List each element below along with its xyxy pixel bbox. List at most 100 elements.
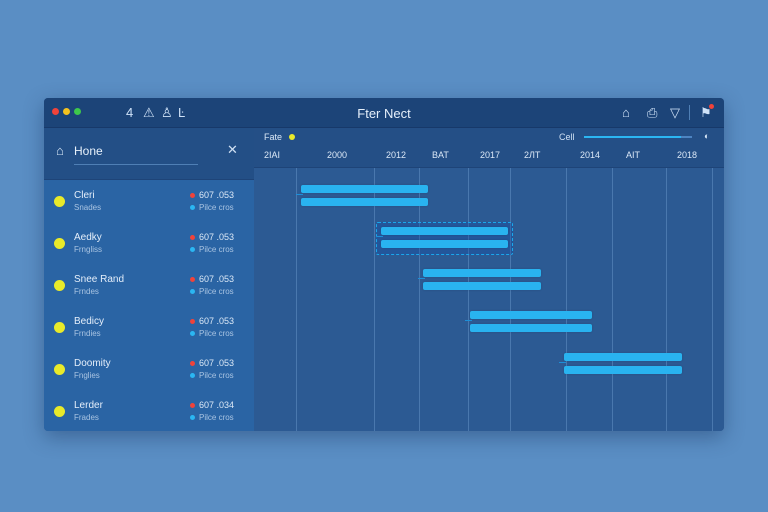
user-icon[interactable]: ♙ <box>161 105 173 120</box>
item-meta-value: 607 .053 <box>199 190 235 200</box>
item-meta-text: Pilce cros <box>199 287 234 296</box>
item-meta-value: 607 .053 <box>199 316 235 326</box>
timeline-tick-label: 2ЛТ <box>524 150 541 160</box>
item-meta-value: 607 .053 <box>199 358 235 368</box>
meta-blue-dot <box>190 373 195 379</box>
dependency-connector <box>296 194 303 195</box>
item-meta-primary: 607 .053 <box>190 316 234 326</box>
zoom-slider[interactable] <box>584 136 692 138</box>
item-meta-value: 607 .034 <box>199 400 235 410</box>
gantt-chart: Fate Cell ◐ 2IAI 2000 2012 BAT 2017 2ЛТ 2014 AI… <box>254 128 724 431</box>
meta-red-dot <box>190 361 195 367</box>
timeline-tick-label: 2012 <box>386 150 407 160</box>
filter-icon[interactable]: ▽ <box>670 105 680 120</box>
status-dot <box>54 364 65 375</box>
status-dot <box>54 280 65 291</box>
home-label[interactable]: Hone <box>74 144 103 158</box>
list-item[interactable]: Aedky Frngliss 607 .053 Pilce cros <box>44 222 254 264</box>
dependency-connector <box>465 320 472 321</box>
task-progress-bar[interactable] <box>470 324 592 332</box>
task-progress-bar[interactable] <box>381 240 508 248</box>
status-dot <box>54 238 65 249</box>
legend-label: Fate <box>264 132 283 142</box>
meta-red-dot <box>190 319 195 325</box>
item-meta-primary: 607 .034 <box>190 400 234 410</box>
item-subtitle: Frndies <box>74 329 101 338</box>
print-icon[interactable]: ⎙ <box>647 105 658 120</box>
item-name: Lerder <box>74 400 103 411</box>
list-item[interactable]: Doomity Fnglies 607 .053 Pilce cros <box>44 348 254 390</box>
zoom-label: Cell <box>559 132 575 142</box>
task-bar[interactable] <box>381 227 508 235</box>
item-subtitle: Frades <box>74 413 99 422</box>
notification-badge <box>709 104 714 109</box>
item-meta-secondary: Pilce cros <box>190 329 234 338</box>
grid-line <box>510 168 511 431</box>
meta-red-dot <box>190 403 195 409</box>
item-meta-secondary: Pilce cros <box>190 203 234 212</box>
task-list: Cleri Snades 607 .053 Pilce cros Aedky Frngli… <box>44 180 254 431</box>
meta-blue-dot <box>190 415 195 421</box>
chart-header: Fate Cell ◐ 2IAI 2000 2012 BAT 2017 2ЛТ 2014 AI… <box>254 128 724 168</box>
home-icon[interactable]: ⌂ <box>622 105 630 120</box>
item-subtitle: Fnglies <box>74 371 100 380</box>
item-meta-secondary: Pilce cros <box>190 371 234 380</box>
task-progress-bar[interactable] <box>564 366 682 374</box>
grid-line <box>296 168 297 431</box>
list-item[interactable]: Bedicy Frndies 607 .053 Pilce cros <box>44 306 254 348</box>
zoom-slider-fill <box>584 136 682 138</box>
close-icon[interactable]: ✕ <box>227 142 238 157</box>
minimize-window-button[interactable] <box>63 108 70 115</box>
close-window-button[interactable] <box>52 108 59 115</box>
list-item[interactable]: Lerder Frades 607 .034 Pilce cros <box>44 390 254 431</box>
item-subtitle: Snades <box>74 203 102 212</box>
settings-icon[interactable]: ◐ <box>704 131 710 141</box>
grid-line <box>419 168 420 431</box>
grid-line <box>666 168 667 431</box>
warning-icon[interactable]: ⚠ <box>143 105 155 120</box>
meta-red-dot <box>190 235 195 241</box>
grid-line <box>374 168 375 431</box>
list-item[interactable]: Cleri Snades 607 .053 Pilce cros <box>44 180 254 222</box>
home-underline <box>74 164 198 165</box>
meta-red-dot <box>190 193 195 199</box>
item-name: Snee Rand <box>74 274 125 285</box>
task-bar[interactable] <box>423 269 541 277</box>
item-meta-text: Pilce cros <box>199 413 234 422</box>
task-bar[interactable] <box>470 311 592 319</box>
meta-blue-dot <box>190 205 195 211</box>
list-item[interactable]: Snee Rand Frndes 607 .053 Pilce cros <box>44 264 254 306</box>
task-progress-bar[interactable] <box>423 282 541 290</box>
dependency-connector <box>559 362 566 363</box>
timeline-tick-label: 2018 <box>677 150 698 160</box>
timeline-tick-label: AIT <box>626 150 641 160</box>
timeline-tick-label: 2IAI <box>264 150 281 160</box>
timeline-tick-label: BAT <box>432 150 449 160</box>
item-meta-primary: 607 .053 <box>190 232 234 242</box>
item-meta-text: Pilce cros <box>199 371 234 380</box>
item-subtitle: Frngliss <box>74 245 103 254</box>
window-title: Fter Nect <box>357 106 411 121</box>
timeline-tick-label: 2000 <box>327 150 348 160</box>
home-search-row: ⌂ Hone ✕ <box>44 128 254 180</box>
item-meta-secondary: Pilce cros <box>190 245 234 254</box>
item-meta-text: Pilce cros <box>199 203 234 212</box>
legend-dot <box>289 134 295 140</box>
status-dot <box>54 196 65 207</box>
item-name: Aedky <box>74 232 102 243</box>
item-meta-secondary: Pilce cros <box>190 287 234 296</box>
timeline-tick-label: 2014 <box>580 150 601 160</box>
maximize-window-button[interactable] <box>74 108 81 115</box>
task-bar[interactable] <box>301 185 428 193</box>
tool-icon[interactable]: Ŀ <box>178 105 186 120</box>
grid-line <box>712 168 713 431</box>
toolbar-number-icon[interactable]: 4 <box>126 105 134 120</box>
flag-icon[interactable]: ⚑ <box>700 105 712 120</box>
dependency-connector <box>376 236 383 237</box>
task-progress-bar[interactable] <box>301 198 428 206</box>
grid-line <box>468 168 469 431</box>
meta-blue-dot <box>190 289 195 295</box>
meta-blue-dot <box>190 331 195 337</box>
task-bar[interactable] <box>564 353 682 361</box>
item-name: Bedicy <box>74 316 105 327</box>
